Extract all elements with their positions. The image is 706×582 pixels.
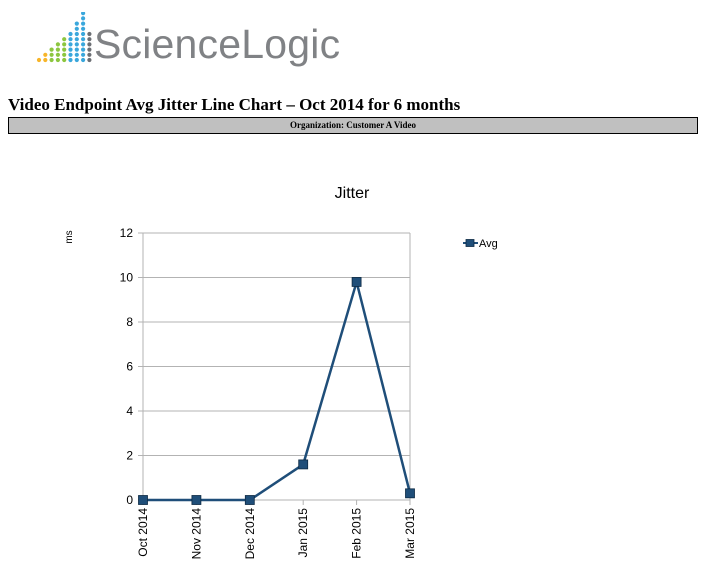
logo-dot [49, 52, 54, 57]
logo-dot [68, 37, 73, 42]
y-tick-label: 12 [120, 226, 134, 240]
logo-dot [87, 42, 92, 47]
logo-dot [62, 47, 67, 52]
legend: Avg [463, 238, 498, 250]
logo-dot [68, 42, 73, 47]
logo-dot [74, 57, 79, 63]
legend-item-avg: Avg [479, 238, 498, 250]
y-tick-label: 10 [120, 271, 134, 285]
logo-dot [36, 57, 42, 63]
x-tick-label: Nov 2014 [189, 508, 203, 560]
data-point [351, 277, 362, 287]
series-layer [138, 277, 415, 505]
x-tick-labels: Oct 2014 Nov 2014 Dec 2014 Jan 2015 Feb 2015… [136, 508, 417, 560]
logo-text: ScienceLogic [94, 21, 341, 67]
y-axis-label: ms [64, 230, 75, 243]
logo-dot [74, 26, 79, 31]
jitter-line-chart: Jitter ms 0 2 4 6 8 10 12 Oct 2014 Nov 2014 Dec … [64, 185, 498, 560]
logo-dot [55, 57, 60, 63]
logo-dot [87, 52, 92, 57]
axes [138, 232, 411, 505]
x-tick-label: Jan 2015 [296, 508, 310, 558]
logo-dot [74, 47, 79, 52]
x-tick-label: Mar 2015 [403, 508, 417, 559]
logo-dot [87, 37, 92, 42]
logo-dot [81, 47, 86, 52]
data-point [298, 459, 309, 470]
logo-dot [68, 47, 73, 52]
y-tick-label: 4 [126, 404, 133, 418]
x-tick-label: Dec 2014 [243, 508, 257, 560]
legend-marker-swatch [465, 239, 475, 247]
logo-bars-icon [36, 11, 92, 63]
y-tick-label: 6 [126, 360, 133, 374]
series-line-avg [143, 277, 412, 502]
chart-title: Jitter [335, 185, 370, 202]
sciencelogic-logo: ScienceLogic [36, 11, 346, 78]
logo-dot [81, 26, 86, 31]
x-tick-label: Feb 2015 [350, 508, 364, 559]
logo-dot [62, 42, 67, 47]
report-title: Video Endpoint Avg Jitter Line Chart – O… [8, 95, 461, 114]
logo-dot [81, 11, 86, 16]
logo-dot [62, 37, 67, 42]
logo-dot [74, 52, 79, 57]
logo-dot [74, 37, 79, 42]
logo-dot [74, 31, 79, 37]
logo-dot [74, 42, 79, 47]
logo-dot [81, 16, 86, 21]
logo-dot [87, 47, 92, 52]
logo-dot [81, 31, 86, 37]
logo-dot [68, 52, 73, 57]
logo-dot [62, 57, 67, 63]
logo-dot [74, 21, 79, 26]
data-point [244, 495, 255, 505]
logo-dot [55, 52, 60, 57]
y-tick-label: 0 [126, 493, 133, 507]
logo-dot [43, 52, 48, 57]
logo-dot [55, 47, 60, 52]
x-tick-label: Oct 2014 [136, 508, 150, 557]
data-point [405, 488, 415, 499]
gridlines [143, 232, 410, 501]
logo-dot [87, 57, 92, 63]
y-tick-label: 8 [126, 315, 133, 329]
logo-dot [87, 31, 92, 37]
logo-dot [68, 31, 73, 37]
logo-dot [81, 21, 86, 26]
data-point [191, 495, 202, 505]
logo-dot [81, 52, 86, 57]
logo-dot [68, 57, 73, 63]
organization-label: Organization: Customer A Video [289, 120, 417, 130]
logo-dot [81, 37, 86, 42]
logo-dot [81, 57, 86, 63]
y-tick-label: 2 [126, 449, 133, 463]
organization-bar: Organization: Customer A Video [8, 117, 698, 134]
logo-dot [49, 47, 54, 52]
logo-dot [43, 57, 48, 63]
logo-dot [62, 52, 67, 57]
y-tick-labels: 0 2 4 6 8 10 12 [120, 226, 134, 507]
data-point [138, 495, 148, 505]
logo-dot [81, 42, 86, 47]
logo-dot [49, 57, 54, 63]
logo-dot [55, 42, 60, 47]
